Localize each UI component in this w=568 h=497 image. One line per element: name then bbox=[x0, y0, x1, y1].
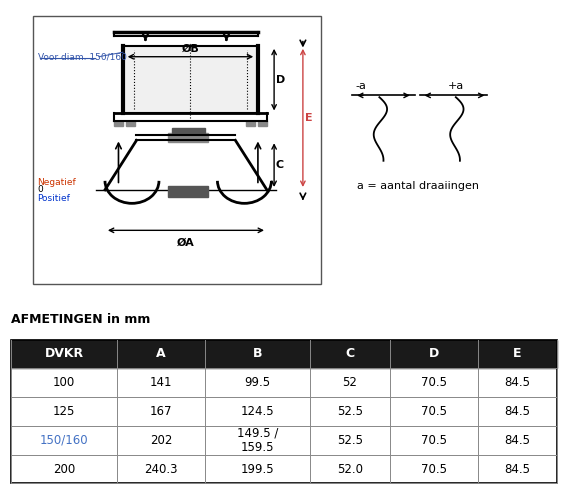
Text: 199.5: 199.5 bbox=[241, 463, 274, 476]
Text: +a: +a bbox=[448, 81, 464, 91]
Text: 240.3: 240.3 bbox=[144, 463, 178, 476]
Text: Positief: Positief bbox=[37, 194, 70, 203]
Text: AFMETINGEN in mm: AFMETINGEN in mm bbox=[11, 313, 151, 326]
Text: -a: -a bbox=[356, 81, 367, 91]
Text: C: C bbox=[345, 347, 354, 360]
Text: 167: 167 bbox=[149, 405, 172, 418]
Bar bbox=[33, 16, 321, 284]
Bar bbox=[168, 133, 208, 142]
Bar bbox=[258, 121, 267, 126]
Text: 52: 52 bbox=[343, 376, 357, 389]
Text: 52.0: 52.0 bbox=[337, 463, 363, 476]
Text: 202: 202 bbox=[149, 434, 172, 447]
Text: E: E bbox=[304, 113, 312, 123]
Bar bbox=[168, 186, 208, 197]
Text: 52.5: 52.5 bbox=[337, 434, 363, 447]
Text: E: E bbox=[513, 347, 521, 360]
Text: Negatief: Negatief bbox=[37, 178, 76, 187]
Bar bbox=[246, 121, 255, 126]
Bar bbox=[123, 46, 258, 113]
Bar bbox=[126, 121, 135, 126]
Text: A: A bbox=[156, 347, 166, 360]
Text: 52.5: 52.5 bbox=[337, 405, 363, 418]
Text: 84.5: 84.5 bbox=[504, 405, 530, 418]
Text: 200: 200 bbox=[53, 463, 75, 476]
Text: 100: 100 bbox=[53, 376, 75, 389]
Text: 70.5: 70.5 bbox=[420, 376, 446, 389]
Text: ØB: ØB bbox=[182, 44, 199, 54]
Text: 70.5: 70.5 bbox=[420, 405, 446, 418]
Text: 0: 0 bbox=[37, 185, 43, 194]
Text: 84.5: 84.5 bbox=[504, 376, 530, 389]
Bar bbox=[114, 121, 123, 126]
Text: 70.5: 70.5 bbox=[420, 434, 446, 447]
Text: 125: 125 bbox=[53, 405, 75, 418]
Text: 84.5: 84.5 bbox=[504, 463, 530, 476]
Text: 150/160: 150/160 bbox=[40, 434, 89, 447]
Text: a = aantal draaiingen: a = aantal draaiingen bbox=[357, 181, 479, 191]
Bar bbox=[172, 128, 205, 133]
Text: Voor diam. 150/160: Voor diam. 150/160 bbox=[37, 52, 127, 61]
Text: 84.5: 84.5 bbox=[504, 434, 530, 447]
Text: DVKR: DVKR bbox=[44, 347, 83, 360]
Text: C: C bbox=[276, 160, 284, 170]
Text: ØA: ØA bbox=[177, 238, 195, 248]
Text: 149.5 /
159.5: 149.5 / 159.5 bbox=[237, 426, 278, 454]
Text: 99.5: 99.5 bbox=[245, 376, 271, 389]
Text: 141: 141 bbox=[149, 376, 172, 389]
Text: D: D bbox=[428, 347, 438, 360]
Text: B: B bbox=[253, 347, 262, 360]
Text: D: D bbox=[276, 75, 285, 84]
Text: 70.5: 70.5 bbox=[420, 463, 446, 476]
Text: 124.5: 124.5 bbox=[241, 405, 274, 418]
